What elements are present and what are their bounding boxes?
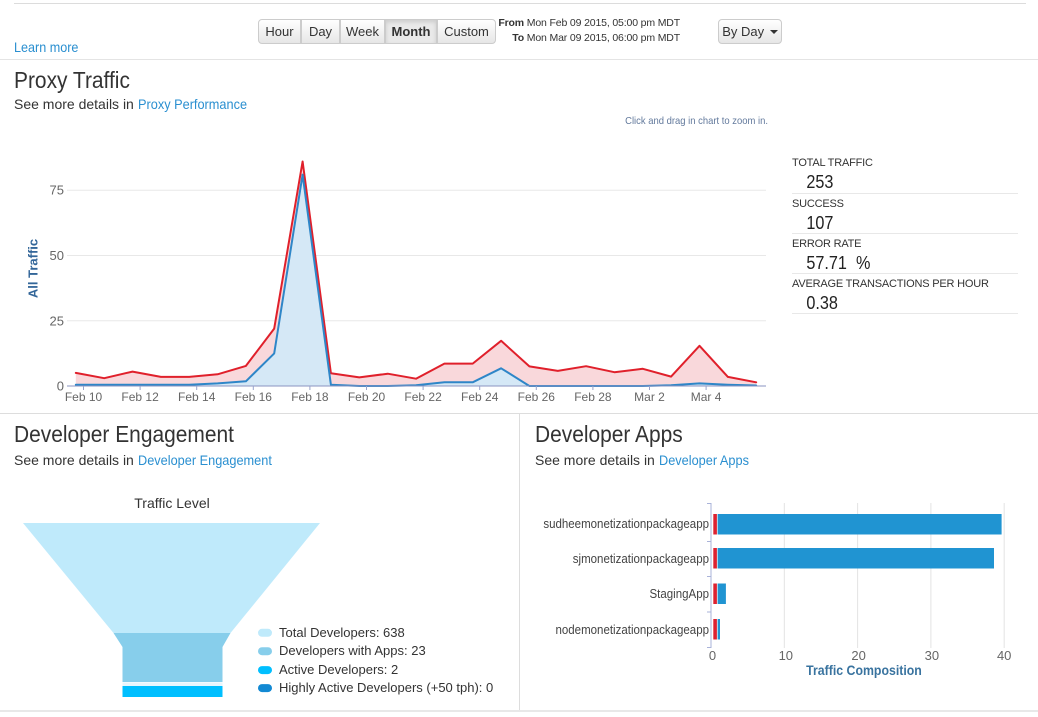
svg-text:40: 40 xyxy=(997,648,1011,663)
svg-text:Feb 26: Feb 26 xyxy=(518,390,556,404)
svg-text:Feb 24: Feb 24 xyxy=(461,390,499,404)
svg-text:20: 20 xyxy=(851,648,865,663)
svg-text:Mar 4: Mar 4 xyxy=(691,390,722,404)
svg-text:Feb 14: Feb 14 xyxy=(178,390,216,404)
svg-text:Feb 16: Feb 16 xyxy=(235,390,273,404)
svg-text:Feb 20: Feb 20 xyxy=(348,390,386,404)
svg-text:30: 30 xyxy=(925,648,939,663)
svg-text:Feb 22: Feb 22 xyxy=(404,390,442,404)
svg-text:10: 10 xyxy=(779,648,793,663)
svg-text:75: 75 xyxy=(50,183,64,198)
svg-text:0: 0 xyxy=(709,648,716,663)
svg-text:50: 50 xyxy=(50,248,64,263)
svg-text:Feb 18: Feb 18 xyxy=(291,390,329,404)
svg-text:25: 25 xyxy=(50,313,64,328)
svg-text:Feb 28: Feb 28 xyxy=(574,390,612,404)
svg-text:0: 0 xyxy=(57,379,64,394)
svg-text:Feb 10: Feb 10 xyxy=(65,390,103,404)
svg-text:Mar 2: Mar 2 xyxy=(634,390,665,404)
svg-text:Feb 12: Feb 12 xyxy=(121,390,159,404)
